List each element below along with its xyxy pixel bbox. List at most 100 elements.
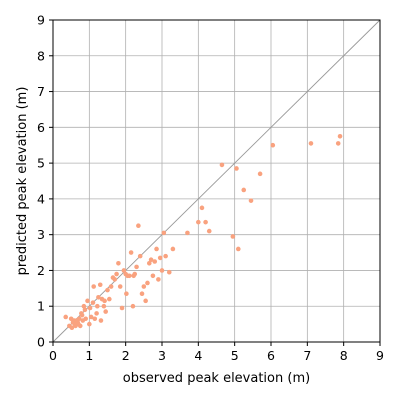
data-point — [95, 303, 100, 309]
data-point — [94, 311, 99, 316]
data-point — [203, 219, 208, 225]
data-point — [150, 273, 156, 279]
data-point — [90, 300, 96, 305]
x-tick-label: 7 — [303, 348, 311, 363]
data-point — [241, 187, 247, 193]
data-point — [154, 246, 159, 252]
y-tick-label: 5 — [37, 156, 45, 171]
data-point — [148, 257, 154, 263]
reference-line — [52, 19, 381, 343]
data-point — [105, 287, 110, 293]
data-point — [91, 284, 96, 289]
data-point — [166, 269, 172, 275]
data-point — [337, 133, 343, 139]
data-point — [230, 234, 236, 239]
data-point — [101, 303, 107, 309]
data-point — [132, 271, 138, 277]
data-point — [85, 298, 90, 304]
data-point — [136, 223, 141, 229]
data-point — [156, 277, 161, 282]
data-point — [87, 321, 92, 327]
x-tick-label: 8 — [340, 348, 348, 363]
data-point — [127, 273, 132, 279]
data-point — [108, 284, 114, 289]
data-point — [257, 171, 263, 177]
data-points — [63, 133, 343, 330]
x-tick-label: 1 — [85, 348, 93, 363]
data-point — [77, 323, 83, 329]
y-tick-label: 6 — [37, 120, 45, 135]
data-point — [119, 305, 125, 311]
data-point — [121, 268, 127, 273]
data-point — [76, 316, 82, 322]
y-axis-ticks: 0 1 2 3 4 5 6 7 8 9 — [37, 13, 53, 350]
data-point — [69, 325, 75, 330]
data-point — [199, 205, 205, 211]
data-point — [219, 162, 225, 168]
data-point — [98, 318, 104, 323]
y-axis-label: predicted peak elevation (m) — [15, 87, 30, 276]
y-tick-label: 3 — [37, 227, 45, 242]
data-point — [163, 253, 168, 259]
x-tick-label: 3 — [158, 348, 166, 363]
y-tick-label: 0 — [37, 335, 45, 350]
data-point — [236, 246, 241, 252]
data-point — [117, 284, 123, 289]
data-point — [248, 198, 254, 203]
x-tick-label: 2 — [122, 348, 130, 363]
x-axis-label: observed peak elevation (m) — [123, 371, 310, 386]
data-point — [234, 166, 239, 171]
data-point — [157, 255, 163, 261]
y-tick-label: 1 — [37, 299, 45, 314]
data-point — [130, 303, 136, 309]
x-tick-label: 4 — [194, 348, 202, 363]
data-point — [308, 141, 314, 146]
data-point — [82, 307, 88, 313]
data-point — [206, 228, 212, 234]
plot-frame — [52, 19, 381, 343]
data-point — [83, 316, 88, 322]
x-tick-label: 6 — [267, 348, 275, 363]
data-point — [112, 277, 118, 282]
data-point — [102, 298, 107, 304]
data-point — [107, 296, 112, 302]
data-point — [270, 142, 276, 148]
data-point — [103, 309, 108, 314]
data-point — [97, 282, 103, 288]
y-tick-label: 8 — [37, 48, 45, 63]
data-point — [63, 314, 69, 320]
data-point — [114, 271, 119, 277]
y-tick-label: 7 — [37, 84, 45, 99]
data-point — [128, 250, 134, 255]
data-point — [92, 316, 98, 322]
x-tick-label: 5 — [231, 348, 239, 363]
data-point — [134, 264, 139, 270]
data-point — [87, 305, 93, 311]
data-point — [170, 246, 176, 252]
data-point — [88, 314, 94, 320]
data-point — [185, 230, 190, 236]
data-point — [79, 312, 85, 318]
data-point — [124, 291, 129, 297]
y-tick-label: 4 — [37, 191, 45, 206]
data-point — [145, 280, 150, 286]
data-point — [196, 219, 201, 225]
data-point — [159, 268, 165, 273]
data-point — [116, 260, 121, 266]
y-tick-label: 9 — [37, 13, 45, 28]
x-tick-label: 0 — [49, 348, 57, 363]
data-point — [152, 259, 158, 264]
data-point — [161, 230, 167, 236]
data-point — [137, 253, 143, 259]
y-tick-label: 2 — [37, 263, 45, 278]
data-point — [146, 260, 152, 266]
data-point — [143, 298, 148, 304]
x-tick-label: 9 — [376, 348, 384, 363]
x-axis-ticks: 0 1 2 3 4 5 6 7 8 9 — [49, 342, 384, 363]
data-point — [96, 294, 101, 300]
data-point — [139, 291, 145, 297]
data-point — [81, 303, 87, 309]
data-point — [141, 284, 147, 289]
data-point — [335, 141, 341, 146]
